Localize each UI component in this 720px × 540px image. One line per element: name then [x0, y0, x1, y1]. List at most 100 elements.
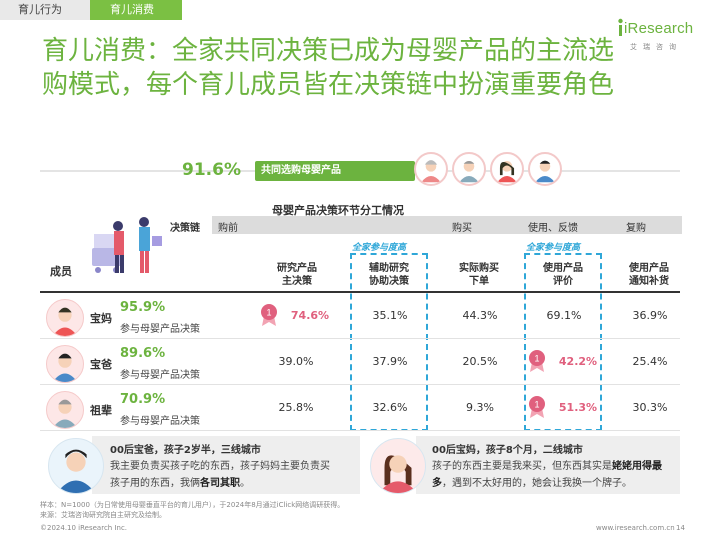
rank-one-label: 1	[266, 308, 271, 318]
chain-label: 决策链	[170, 223, 200, 234]
col-header-line: 下单	[469, 276, 489, 287]
dad-portrait-icon	[48, 438, 104, 494]
row-avatar-icon	[46, 391, 84, 429]
table-cell: 25.8%	[278, 401, 314, 414]
col-header-line: 辅助研究	[369, 263, 409, 274]
quote-mom-line1a: 孩子的东西主要是我来买，但东西其实是	[432, 461, 612, 472]
table-cell: 42.2%	[558, 355, 598, 368]
row-member-name: 祖辈	[90, 404, 112, 417]
row-member-name: 宝爸	[90, 358, 112, 371]
table-cell: 37.9%	[372, 355, 408, 368]
rank-one-ribbon-icon: 1	[261, 304, 277, 326]
col-header-line: 通知补货	[629, 276, 669, 287]
col-header-research: 研究产品 主决策	[258, 262, 336, 288]
row-member-name: 宝妈	[90, 312, 112, 325]
col-header-line: 使用产品	[543, 263, 583, 274]
table-cell: 74.6%	[290, 309, 330, 322]
footer-copyright: ©2024.10 iResearch Inc.	[40, 524, 128, 532]
table-cell: 44.3%	[462, 309, 498, 322]
joint-purchase-pct: 91.6%	[182, 160, 241, 180]
table-cell: 69.1%	[546, 309, 582, 322]
quote-mom-text: 孩子的东西主要是我来买，但东西其实是姥姥用得最 多，遇到不太好用的，她会让我换一…	[432, 458, 662, 492]
quote-mom-line2b: ，遇到不太好用的，她会让我换一个牌子。	[442, 478, 632, 489]
col-header-assist: 辅助研究 协助决策	[350, 262, 428, 288]
col-header-use-review: 使用产品 评价	[524, 262, 602, 288]
logo-sub: 艾瑞咨询	[630, 43, 682, 51]
quote-mom-line1: 孩子的东西主要是我来买，但东西其实是姥姥用得最	[432, 458, 662, 475]
quote-dad-line2: 孩子用的东西，我俩各司其职。	[110, 475, 330, 492]
quote-box-dad	[92, 436, 360, 494]
joint-purchase-label: 共同选购母婴产品	[255, 161, 415, 181]
footnote-sample: 样本：N=1000（为日常使用母婴垂直平台的育儿用户），于2024年8月通过iC…	[40, 501, 345, 509]
quote-box-mom	[416, 436, 680, 494]
row-participation-pct: 70.9%	[120, 392, 166, 407]
quote-dad-line1: 我主要负责买孩子吃的东西，孩子妈妈主要负责买	[110, 461, 330, 472]
table-cell: 36.9%	[632, 309, 668, 322]
col-header-line: 协助决策	[369, 276, 409, 287]
tab-parenting-behavior[interactable]: 育儿行为	[0, 0, 90, 20]
rank-one-ribbon-icon: 1	[529, 396, 545, 418]
table-cell: 25.4%	[632, 355, 668, 368]
family-shopping-illustration	[92, 217, 162, 273]
chain-item-buy: 购买	[452, 223, 472, 234]
col-header-line: 评价	[553, 276, 573, 287]
chain-item-use: 使用、反馈	[528, 223, 578, 234]
row-avatar-icon	[46, 345, 84, 383]
decision-chain-bar	[212, 216, 682, 234]
table-cell: 35.1%	[372, 309, 408, 322]
grandpa-avatar-icon	[452, 152, 486, 186]
quote-dad-head: 00后宝爸，孩子2岁半，三线城市	[110, 445, 261, 456]
col-header-line: 实际购买	[459, 263, 499, 274]
header-divider	[40, 291, 680, 293]
quote-mom-highlight: 姥姥用得最	[612, 461, 662, 472]
chain-arrow-icon	[662, 216, 674, 234]
row-divider	[40, 384, 680, 385]
quote-dad-highlight: 各司其职	[200, 478, 240, 489]
rank-one-label: 1	[534, 400, 539, 410]
row-divider	[40, 338, 680, 339]
all-family-label-2: 全家参与度高	[526, 243, 581, 253]
col-header-line: 研究产品	[277, 263, 317, 274]
col-header-line: 主决策	[282, 276, 312, 287]
table-cell: 39.0%	[278, 355, 314, 368]
table-cell: 20.5%	[462, 355, 498, 368]
mom-avatar-icon	[490, 152, 524, 186]
table-cell: 32.6%	[372, 401, 408, 414]
quote-dad-text: 我主要负责买孩子吃的东西，孩子妈妈主要负责买 孩子用的东西，我俩各司其职。	[110, 458, 330, 492]
tab-parenting-consumption[interactable]: 育儿消费	[90, 0, 182, 20]
col-header-line: 使用产品	[629, 263, 669, 274]
footer-url: www.iresearch.com.cn	[596, 524, 675, 532]
quote-dad-line2c: 。	[240, 478, 250, 489]
footnote-source: 来源：艾瑞咨询研究院自主研究及绘制。	[40, 511, 166, 519]
dad-avatar-icon	[528, 152, 562, 186]
table-cell: 51.3%	[558, 401, 598, 414]
col-header-restock: 使用产品 通知补货	[610, 262, 688, 288]
row-avatar-icon	[46, 299, 84, 337]
table-title: 母婴产品决策环节分工情况	[272, 204, 404, 217]
col-header-buy: 实际购买 下单	[440, 262, 518, 288]
table-cell: 30.3%	[632, 401, 668, 414]
quote-mom-line2: 多，遇到不太好用的，她会让我换一个牌子。	[432, 475, 662, 492]
rank-one-ribbon-icon: 1	[529, 350, 545, 372]
all-family-label-1: 全家参与度高	[352, 243, 407, 253]
quote-dad-line2a: 孩子用的东西，我俩	[110, 478, 200, 489]
row-participation-desc: 参与母婴产品决策	[120, 370, 200, 381]
family-avatars	[414, 152, 562, 186]
page-title: 育儿消费：全家共同决策已成为母婴产品的主流选购模式，每个育儿成员皆在决策链中扮演…	[42, 36, 615, 100]
logo-mark-icon	[618, 18, 623, 36]
section-tabs: 育儿行为 育儿消费	[0, 0, 182, 20]
table-cell: 9.3%	[466, 401, 494, 414]
mom-portrait-icon	[370, 438, 426, 494]
row-divider	[40, 430, 680, 431]
quote-mom-highlight-2: 多	[432, 478, 442, 489]
row-participation-desc: 参与母婴产品决策	[120, 324, 200, 335]
logo-word: iResearch	[624, 20, 694, 37]
rank-one-label: 1	[534, 354, 539, 364]
row-participation-pct: 95.9%	[120, 300, 166, 315]
chain-item-pre: 购前	[218, 223, 238, 234]
iresearch-logo: iResearch 艾瑞咨询	[616, 18, 700, 62]
row-participation-desc: 参与母婴产品决策	[120, 416, 200, 427]
chain-item-repurchase: 复购	[626, 223, 646, 234]
member-header: 成员	[50, 265, 72, 278]
row-participation-pct: 89.6%	[120, 346, 166, 361]
